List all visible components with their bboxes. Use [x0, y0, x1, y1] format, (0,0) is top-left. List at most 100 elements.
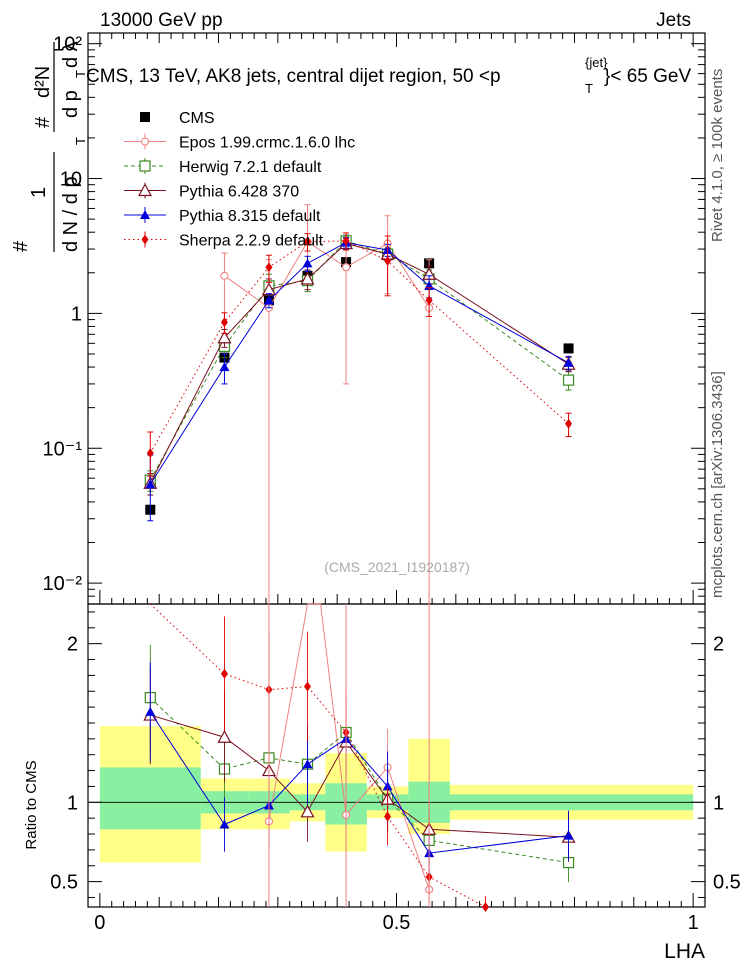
- data-point-sherpa: [265, 262, 273, 273]
- data-point-epos: [342, 263, 351, 272]
- legend-marker-herwig: [139, 160, 151, 172]
- ylabel-hash1: #: [10, 240, 32, 252]
- legend-entry-herwig: Herwig 7.2.1 default: [124, 158, 322, 176]
- ratio-line-epos: [268, 603, 430, 890]
- main-y-tick-label: 10: [60, 169, 82, 191]
- x-axis-label: LHA: [664, 940, 705, 963]
- legend-label-herwig: Herwig 7.2.1 default: [179, 159, 322, 176]
- data-point-sherpa: [304, 236, 312, 247]
- ratio-y-tick-label: 1: [67, 792, 78, 814]
- data-point-pythia8: [219, 362, 230, 372]
- plot-title: CMS, 13 TeV, AK8 jets, central dijet reg…: [86, 66, 501, 87]
- ylabel-frac-den: d N / d p: [60, 176, 82, 252]
- main-y-tick-label: 10⁻²: [43, 573, 83, 595]
- data-point-pythia8: [563, 357, 574, 367]
- ratio-y-tick-label-right: 0.5: [713, 872, 741, 894]
- legend-label-sherpa: Sherpa 2.2.9 default: [179, 233, 324, 250]
- plot-title-end: }< 65 GeV: [604, 66, 691, 87]
- side-label-rivet: Rivet 4.1.0, ≥ 100k events: [709, 69, 726, 242]
- ylabel-sub-t1: T: [73, 137, 88, 145]
- data-point-pythia6: [217, 330, 232, 344]
- series-line-pythia8: [149, 242, 569, 485]
- ratio-uncertainty-bands: [88, 726, 705, 863]
- ratio-y-tick-label-right: 2: [713, 634, 724, 656]
- axes-ticks: 10⁻² 10⁻¹ 1 10 10² 0 0.5 1 0.5 0.5 1 1 2 2: [43, 33, 741, 934]
- legend-label-pythia8: Pythia 8.315 default: [179, 208, 321, 225]
- data-point-sherpa: [384, 255, 392, 266]
- data-point-pythia8: [145, 479, 156, 489]
- ylabel-one: 1: [28, 187, 50, 198]
- main-y-tick-label: 10²: [53, 34, 82, 56]
- ratio-point-pythia8: [302, 759, 313, 769]
- series-sherpa: [146, 232, 573, 477]
- ratio-line-pythia8: [149, 711, 569, 854]
- ylabel-dlambda: d λ: [60, 41, 82, 68]
- ylabel-hash2: #: [32, 116, 54, 128]
- ratio-point-pythia8: [563, 830, 574, 840]
- legend-entry-pythia6: Pythia 6.428 370: [124, 182, 299, 201]
- ratio-point-pythia6: [300, 804, 315, 818]
- ratio-point-sherpa: [304, 681, 312, 692]
- data-point-sherpa: [342, 235, 350, 246]
- ratio-point-sherpa: [481, 902, 489, 912]
- legend: CMS Epos 1.99.crmc.1.6.0 lhc Herwig 7.2.1 …: [124, 110, 355, 250]
- legend-marker-pythia6: [137, 183, 153, 197]
- ratio-band-inner: [99, 767, 201, 830]
- ylabel-sub-t2: T: [73, 70, 88, 78]
- ylabel-d2n: d²N: [32, 66, 54, 98]
- series-pythia6: [143, 236, 576, 496]
- data-point-sherpa: [565, 418, 573, 429]
- legend-label-epos: Epos 1.99.crmc.1.6.0 lhc: [179, 135, 355, 152]
- data-point-herwig: [562, 374, 575, 386]
- series-epos: [220, 204, 434, 604]
- series-line-pythia6: [149, 242, 569, 484]
- legend-entry-cms: CMS: [140, 110, 215, 127]
- ratio-x-tick-label: 0: [94, 912, 105, 934]
- data-point-pythia6: [300, 271, 315, 285]
- plot-title-sup: {jet}: [585, 55, 608, 70]
- header-right: Jets: [656, 10, 691, 31]
- legend-entry-pythia8: Pythia 8.315 default: [124, 207, 321, 225]
- ratio-point-sherpa: [220, 668, 228, 679]
- series-herwig: [144, 234, 575, 492]
- data-point-cms: [563, 343, 574, 354]
- main-y-axis-label: # d N / d p T 1 # d p T d²N d λ: [10, 41, 88, 252]
- series-layer: [143, 204, 576, 912]
- ratio-point-pythia8: [145, 706, 156, 716]
- ratio-y-tick-label: 2: [67, 634, 78, 656]
- data-point-sherpa: [425, 295, 433, 306]
- legend-entry-epos: Epos 1.99.crmc.1.6.0 lhc: [124, 133, 355, 152]
- legend-label-cms: CMS: [179, 110, 215, 127]
- ratio-line-herwig: [149, 697, 569, 864]
- legend-marker-sherpa: [141, 234, 149, 245]
- legend-marker-pythia8: [140, 210, 150, 219]
- main-y-tick-label: 10⁻¹: [43, 438, 83, 460]
- ratio-x-tick-label: 1: [688, 912, 699, 934]
- ratio-point-sherpa: [384, 811, 392, 822]
- ratio-point-pythia8: [219, 819, 230, 829]
- main-y-tick-label: 1: [71, 303, 82, 325]
- legend-label-pythia6: Pythia 6.428 370: [179, 184, 299, 201]
- legend-entry-sherpa: Sherpa 2.2.9 default: [124, 231, 324, 250]
- ratio-point-pythia8: [382, 781, 393, 791]
- data-point-epos: [220, 271, 229, 280]
- ratio-point-pythia6: [217, 730, 232, 743]
- legend-marker-cms: [140, 112, 150, 122]
- ratio-y-axis-label: Ratio to CMS: [23, 760, 40, 849]
- ylabel-den2: d p: [60, 90, 82, 118]
- series-line-sherpa: [149, 240, 569, 454]
- series-cms: [145, 250, 574, 515]
- analysis-watermark: (CMS_2021_I1920187): [324, 559, 470, 575]
- ratio-x-tick-label: 0.5: [383, 912, 411, 934]
- data-point-sherpa: [146, 448, 154, 459]
- legend-marker-epos: [140, 137, 150, 146]
- ratio-y-tick-label-right: 1: [713, 792, 724, 814]
- plot-title-sub: T: [585, 81, 593, 96]
- data-point-pythia8: [302, 258, 313, 268]
- data-point-pythia8: [263, 295, 274, 305]
- ratio-y-tick-label: 0.5: [50, 872, 78, 894]
- side-label-mcplots: mcplots.cern.ch [arXiv:1306.3436]: [709, 371, 726, 598]
- header-left: 13000 GeV pp: [100, 10, 223, 31]
- series-line-epos: [224, 241, 430, 309]
